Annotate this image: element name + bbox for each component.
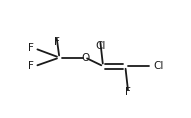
- Text: F: F: [28, 44, 33, 53]
- Text: F: F: [53, 37, 59, 47]
- Text: Cl: Cl: [95, 41, 105, 51]
- Text: F: F: [28, 61, 33, 71]
- Text: F: F: [125, 87, 131, 97]
- Text: Cl: Cl: [153, 61, 164, 71]
- Text: O: O: [81, 53, 89, 63]
